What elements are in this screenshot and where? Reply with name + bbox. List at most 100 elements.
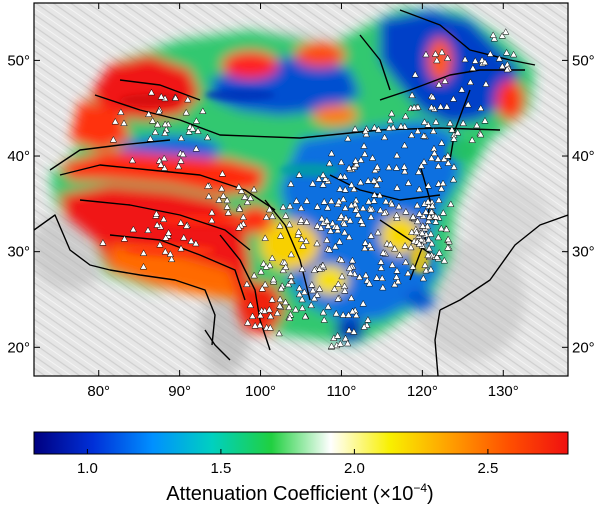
station-triangle (246, 194, 255, 201)
station-triangle (413, 201, 421, 209)
station-triangle (292, 197, 301, 204)
station-triangle (327, 149, 336, 157)
station-triangle (448, 125, 456, 133)
station-triangle (473, 121, 481, 129)
station-triangle (250, 185, 258, 193)
station-triangle (309, 286, 317, 294)
station-triangle (128, 156, 137, 164)
station-triangle (422, 50, 430, 58)
colorbar-label: Attenuation Coefficient (×10−4) (166, 481, 433, 505)
station-triangle (282, 263, 290, 270)
station-triangle (308, 281, 316, 288)
station-triangle (246, 301, 255, 308)
station-triangle (367, 213, 375, 220)
station-triangle (464, 100, 472, 108)
station-triangle (377, 264, 385, 271)
station-triangle (307, 301, 315, 309)
station-triangle (241, 193, 249, 200)
station-triangle (400, 163, 408, 170)
station-triangle (347, 294, 355, 301)
station-triangle (315, 285, 324, 292)
station-triangle (309, 179, 317, 187)
station-triangle (192, 144, 200, 152)
station-triangle (393, 267, 401, 274)
station-triangle (427, 265, 435, 273)
station-triangle (295, 228, 303, 235)
station-triangle (442, 225, 451, 233)
station-triangle (194, 127, 202, 134)
station-triangle (313, 202, 321, 210)
station-triangle (266, 261, 274, 269)
station-triangle (319, 180, 327, 188)
station-triangle (192, 117, 201, 124)
station-triangle (276, 295, 284, 303)
station-triangle (439, 209, 447, 216)
station-triangle (434, 233, 442, 241)
station-triangle (380, 133, 389, 141)
station-triangle (395, 202, 403, 210)
station-triangle (359, 299, 367, 307)
station-triangle (224, 208, 232, 216)
station-triangle (265, 205, 274, 213)
station-triangle (341, 186, 349, 193)
station-triangle (428, 202, 436, 209)
station-triangle (298, 304, 306, 311)
station-triangle (385, 163, 393, 171)
station-triangle (466, 78, 475, 85)
station-triangle (301, 312, 309, 320)
station-triangle (286, 202, 294, 209)
station-triangle (379, 249, 387, 256)
station-triangle (199, 107, 207, 114)
station-triangle (303, 218, 311, 225)
station-triangle (395, 251, 404, 258)
station-triangle (145, 110, 153, 117)
station-triangle (182, 222, 191, 229)
station-triangle (424, 235, 433, 243)
station-triangle (256, 321, 264, 329)
station-triangle (187, 237, 195, 244)
station-triangle (362, 271, 370, 278)
station-triangle (336, 340, 344, 347)
fault-lines (34, 9, 568, 376)
station-triangle (351, 125, 359, 132)
station-triangle (300, 288, 309, 295)
latitude-axis-left: 20° 30° 40° 50° (7, 52, 40, 356)
station-triangle (373, 181, 381, 188)
station-triangle (148, 117, 157, 124)
station-triangle (332, 309, 340, 317)
station-triangle (161, 129, 169, 136)
station-triangle (282, 212, 290, 219)
station-triangle (477, 104, 485, 111)
station-triangle (265, 305, 273, 313)
station-triangle (266, 324, 274, 331)
station-triangle (235, 205, 244, 212)
station-triangle (392, 164, 401, 171)
station-triangle (352, 160, 361, 168)
station-triangle (262, 263, 270, 270)
station-triangle (417, 162, 426, 169)
station-triangle (166, 250, 174, 257)
station-triangle (415, 185, 423, 193)
station-triangle (370, 197, 378, 204)
station-triangle (441, 77, 449, 84)
station-triangle (215, 196, 223, 203)
station-triangle (315, 265, 324, 272)
station-triangle (338, 272, 346, 280)
station-triangle (437, 184, 446, 192)
station-triangle (287, 277, 295, 284)
station-triangle (330, 285, 339, 292)
station-triangle (268, 254, 276, 261)
station-triangle (239, 213, 247, 220)
colorbar-tick-label: 1.0 (77, 460, 98, 477)
station-triangle (189, 124, 197, 132)
station-triangle (459, 119, 467, 126)
station-triangle (323, 203, 332, 211)
station-triangle (419, 222, 427, 229)
station-triangle (427, 103, 436, 111)
station-triangle (336, 185, 344, 192)
station-triangle (313, 291, 321, 298)
station-triangle (310, 266, 319, 273)
station-triangle (509, 50, 518, 58)
station-triangle (424, 217, 433, 224)
